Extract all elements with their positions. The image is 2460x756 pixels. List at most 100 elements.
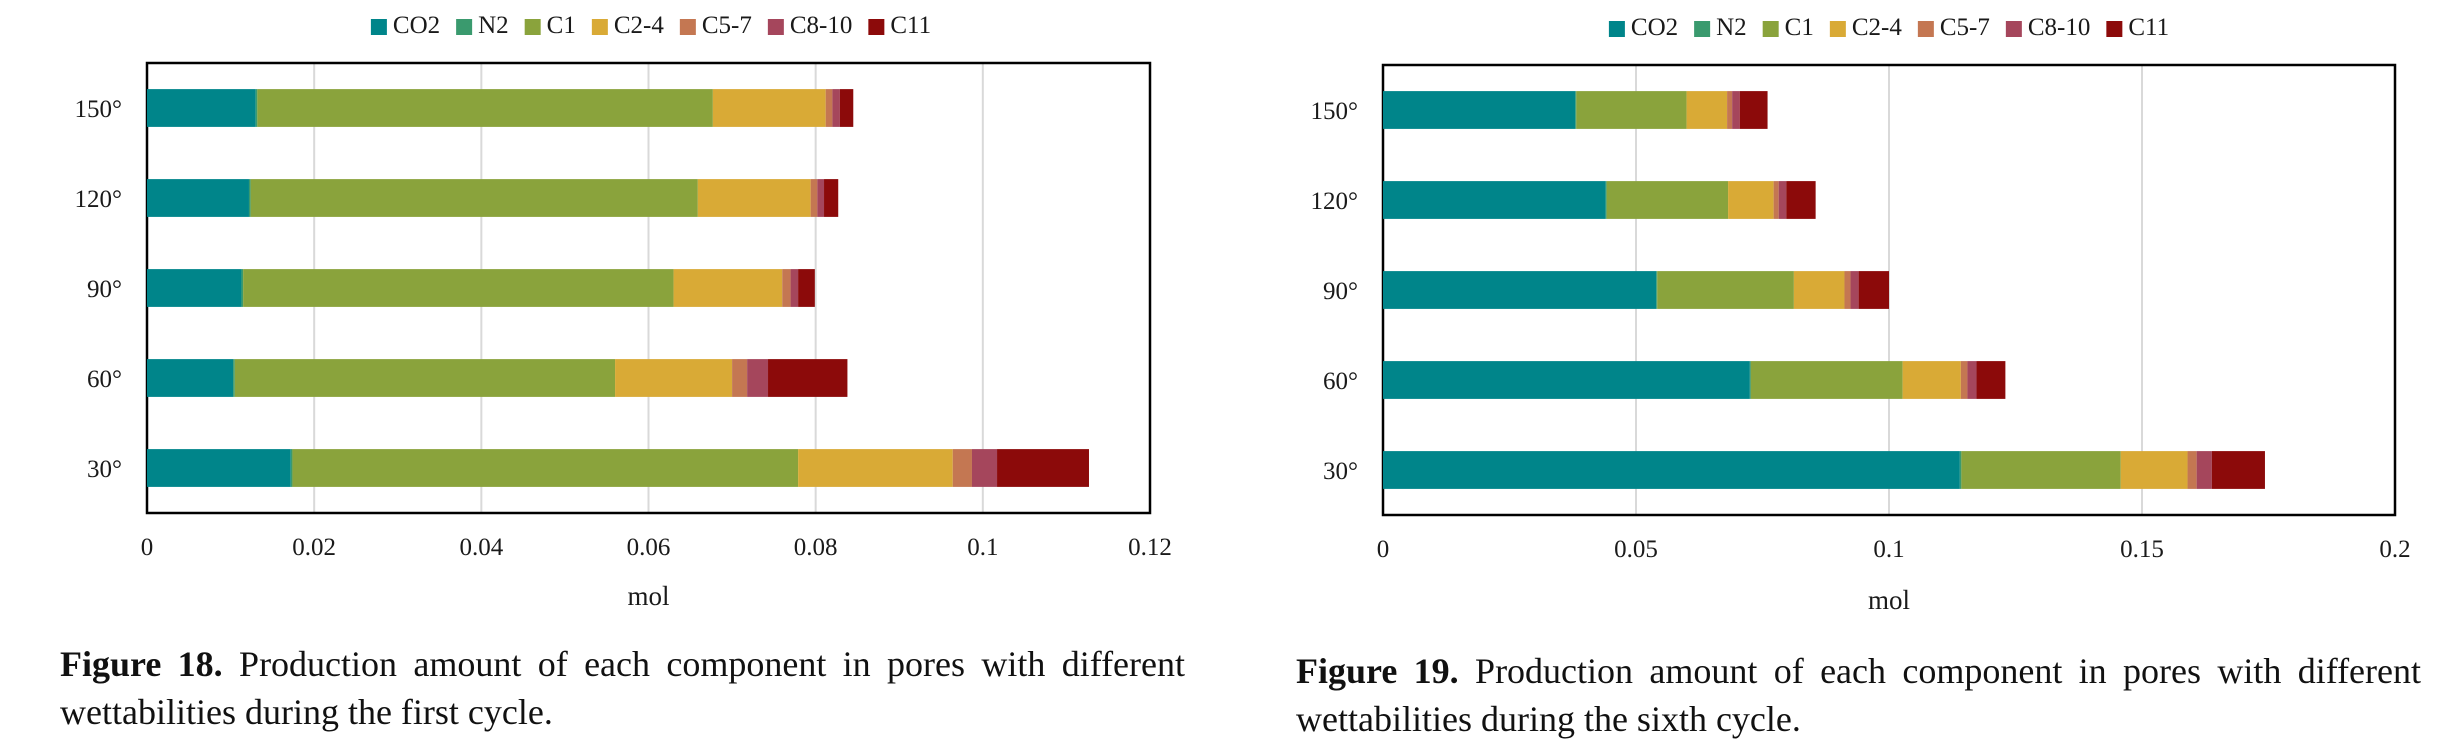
legend-swatch bbox=[1694, 21, 1711, 37]
legend-label: N2 bbox=[478, 12, 509, 39]
legend-label: C2-4 bbox=[1852, 14, 1903, 41]
bar-segment-co2 bbox=[147, 449, 291, 487]
y-tick-label: 120° bbox=[1311, 188, 1359, 215]
y-tick-label: 90° bbox=[1323, 278, 1358, 305]
y-tick-label: 30° bbox=[1323, 458, 1358, 485]
bar-segment-c5-7 bbox=[1773, 181, 1779, 219]
bar-segment-c5-7 bbox=[952, 449, 972, 487]
x-tick-label: 0.1 bbox=[967, 534, 998, 561]
x-axis-title: mol bbox=[1868, 585, 1910, 615]
caption-text: Production amount of each component in p… bbox=[1296, 651, 2421, 739]
bar-segment-c5-7 bbox=[810, 179, 818, 217]
bar-segment-c1 bbox=[292, 449, 799, 487]
legend-item-c5-7: C5-7 bbox=[679, 12, 752, 39]
bar-segment-c5-7 bbox=[732, 359, 748, 397]
bar-segment-c2-4 bbox=[1728, 181, 1774, 219]
bar-segment-n2 bbox=[241, 269, 244, 307]
legend-label: C1 bbox=[547, 12, 576, 39]
bar-segment-c8-10 bbox=[2196, 451, 2212, 489]
bar-segment-c11 bbox=[839, 89, 854, 127]
x-tick-label: 0.1 bbox=[1873, 536, 1904, 563]
bar-segment-c11 bbox=[768, 359, 848, 397]
bar-segment-c8-10 bbox=[817, 179, 825, 217]
legend-item-c5-7: C5-7 bbox=[1917, 14, 1990, 41]
bar-segment-c2-4 bbox=[697, 179, 811, 217]
bar-segment-c2-4 bbox=[1793, 271, 1845, 309]
legend-item-n2: N2 bbox=[1694, 14, 1747, 41]
x-tick-label: 0.02 bbox=[292, 534, 336, 561]
bar-segment-c8-10 bbox=[1967, 361, 1977, 399]
bar-segment-c11 bbox=[1739, 91, 1768, 129]
bar-segment-n2 bbox=[290, 449, 293, 487]
bar-segment-n2 bbox=[1605, 181, 1607, 219]
legend-item-c2-4: C2-4 bbox=[1829, 14, 1903, 41]
legend-swatch bbox=[1917, 21, 1934, 37]
caption-label: Figure 19. bbox=[1296, 651, 1459, 691]
bar-segment-c2-4 bbox=[798, 449, 953, 487]
bar-segment-n2 bbox=[1959, 451, 1962, 489]
chart-figure-19: 0 0.05 0.1 0.15 0.2 mol 150° 120° 90° 60° 30° CO2 N2… bbox=[1311, 14, 2411, 615]
bar-segment-n2 bbox=[1656, 271, 1658, 309]
bar-segment-c8-10 bbox=[1732, 91, 1740, 129]
y-tick-label: 120° bbox=[75, 186, 123, 213]
y-tick-label: 90° bbox=[87, 276, 122, 303]
bar-segment-c8-10 bbox=[790, 269, 799, 307]
bar-segment-c11 bbox=[1858, 271, 1889, 309]
bar-segment-c2-4 bbox=[615, 359, 733, 397]
x-tick-label: 0 bbox=[1377, 536, 1390, 563]
bar-segment-c1 bbox=[1750, 361, 1903, 399]
legend-item-c1: C1 bbox=[1762, 14, 1814, 41]
x-tick-label: 0.2 bbox=[2379, 536, 2410, 563]
bar-segment-c11 bbox=[1786, 181, 1816, 219]
legend-label: C11 bbox=[2128, 14, 2169, 41]
legend-label: CO2 bbox=[1631, 14, 1678, 41]
legend-item-co2: CO2 bbox=[370, 12, 440, 39]
x-tick-label: 0.04 bbox=[459, 534, 503, 561]
legend-item-c8-10: C8-10 bbox=[767, 12, 852, 39]
bar-segment-c8-10 bbox=[1850, 271, 1859, 309]
bar-segment-co2 bbox=[147, 179, 249, 217]
y-tick-label: 30° bbox=[87, 456, 122, 483]
bar-segment-c8-10 bbox=[832, 89, 840, 127]
bar-segment-c2-4 bbox=[1902, 361, 1961, 399]
bar-segment-c1 bbox=[1606, 181, 1729, 219]
bar-segment-c5-7 bbox=[825, 89, 833, 127]
caption-label: Figure 18. bbox=[60, 644, 223, 684]
legend-label: C11 bbox=[890, 12, 931, 39]
legend-label: C1 bbox=[1785, 14, 1814, 41]
bar-segment-co2 bbox=[1383, 91, 1576, 129]
bar-segment-c5-7 bbox=[1960, 361, 1968, 399]
legend-swatch bbox=[767, 19, 784, 35]
bar-segment-c1 bbox=[234, 359, 616, 397]
bar-segment-c2-4 bbox=[1686, 91, 1728, 129]
bar-segment-n2 bbox=[1749, 361, 1751, 399]
legend-swatch bbox=[868, 19, 885, 35]
legend-swatch bbox=[1608, 21, 1625, 37]
y-tick-label: 150° bbox=[1311, 98, 1359, 125]
bar-segment-co2 bbox=[147, 89, 256, 127]
bar-segment-n2 bbox=[248, 179, 251, 217]
y-tick-label: 150° bbox=[75, 96, 123, 123]
bar-segment-c11 bbox=[798, 269, 815, 307]
bar-segment-c8-10 bbox=[971, 449, 998, 487]
bar-segment-c1 bbox=[250, 179, 698, 217]
legend-item-n2: N2 bbox=[456, 12, 509, 39]
caption-figure-19: Figure 19. Production amount of each com… bbox=[1296, 647, 2421, 743]
x-tick-label: 0.06 bbox=[627, 534, 671, 561]
legend-label: N2 bbox=[1716, 14, 1747, 41]
legend-swatch bbox=[1762, 21, 1779, 37]
legend-item-co2: CO2 bbox=[1608, 14, 1678, 41]
bar-segment-c2-4 bbox=[2120, 451, 2188, 489]
legend-swatch bbox=[370, 19, 387, 35]
legend-item-c1: C1 bbox=[524, 12, 576, 39]
legend-label: C5-7 bbox=[702, 12, 752, 39]
legend-item-c11: C11 bbox=[868, 12, 931, 39]
legend-swatch bbox=[679, 19, 696, 35]
legend-swatch bbox=[2005, 21, 2022, 37]
caption-text: Production amount of each component in p… bbox=[60, 644, 1185, 732]
legend-swatch bbox=[1829, 21, 1846, 37]
legend-swatch bbox=[2106, 21, 2123, 37]
legend-label: C5-7 bbox=[1940, 14, 1990, 41]
bar-segment-c1 bbox=[1961, 451, 2121, 489]
